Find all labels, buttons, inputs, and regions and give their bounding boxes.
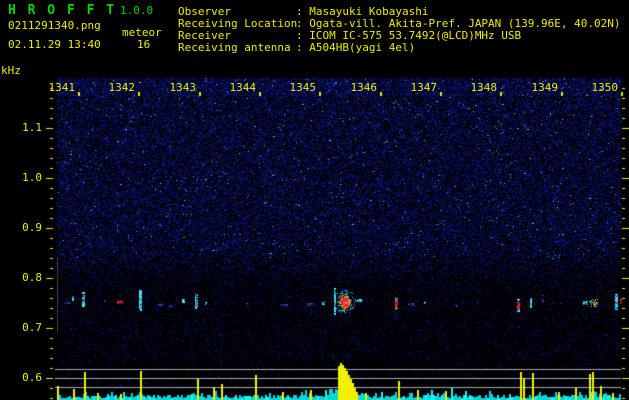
freq-label-0.9: 0.9: [22, 221, 42, 234]
time-label-1343: 1343: [169, 81, 197, 94]
info-value: Masayuki Kobayashi: [309, 5, 429, 18]
app-title: H R O F F T: [8, 3, 117, 18]
time-label-1349: 1349: [531, 81, 559, 94]
info-row-observer: Observer: Masayuki Kobayashi: [178, 5, 429, 18]
info-value: A504HB(yagi 4el): [309, 41, 416, 54]
freq-label-0.8: 0.8: [22, 271, 42, 284]
time-label-1348: 1348: [470, 81, 498, 94]
filename-label: 0211291340.png: [8, 19, 101, 32]
time-label-1342: 1342: [108, 81, 136, 94]
info-label: Receiver: [178, 29, 231, 42]
header-info: Observer: Masayuki Kobayashi Receiving L…: [178, 6, 621, 54]
freq-label-0.7: 0.7: [22, 321, 42, 334]
time-label-1341: 1341: [48, 81, 76, 94]
info-row-receiver: Receiver: ICOM IC-575 53.7492(@LCD)MHz U…: [178, 29, 522, 42]
freq-unit-label: kHz: [1, 64, 21, 77]
mode-label: meteor: [122, 26, 162, 39]
freq-label-1.1: 1.1: [22, 121, 42, 134]
datetime-label: 02.11.29 13:40: [8, 38, 101, 51]
info-label: Receiving antenna: [178, 41, 291, 54]
app-version: 1.0.0: [120, 4, 154, 17]
info-value: Ogata-vill. Akita-Pref. JAPAN (139.96E, …: [309, 17, 621, 30]
time-label-1347: 1347: [410, 81, 438, 94]
meteor-count: 16: [137, 38, 151, 51]
time-label-1345: 1345: [289, 81, 317, 94]
freq-label-1.0: 1.0: [22, 171, 42, 184]
info-row-antenna: Receiving antenna: A504HB(yagi 4el): [178, 41, 416, 54]
info-label: Observer: [178, 5, 231, 18]
time-label-1350: 1350: [591, 81, 619, 94]
info-label: Receiving Location: [178, 17, 298, 30]
info-row-location: Receiving Location: Ogata-vill. Akita-Pr…: [178, 17, 621, 30]
time-label-1344: 1344: [229, 81, 257, 94]
info-value: ICOM IC-575 53.7492(@LCD)MHz USB: [309, 29, 522, 42]
freq-label-0.6: 0.6: [22, 371, 42, 384]
time-label-1346: 1346: [350, 81, 378, 94]
